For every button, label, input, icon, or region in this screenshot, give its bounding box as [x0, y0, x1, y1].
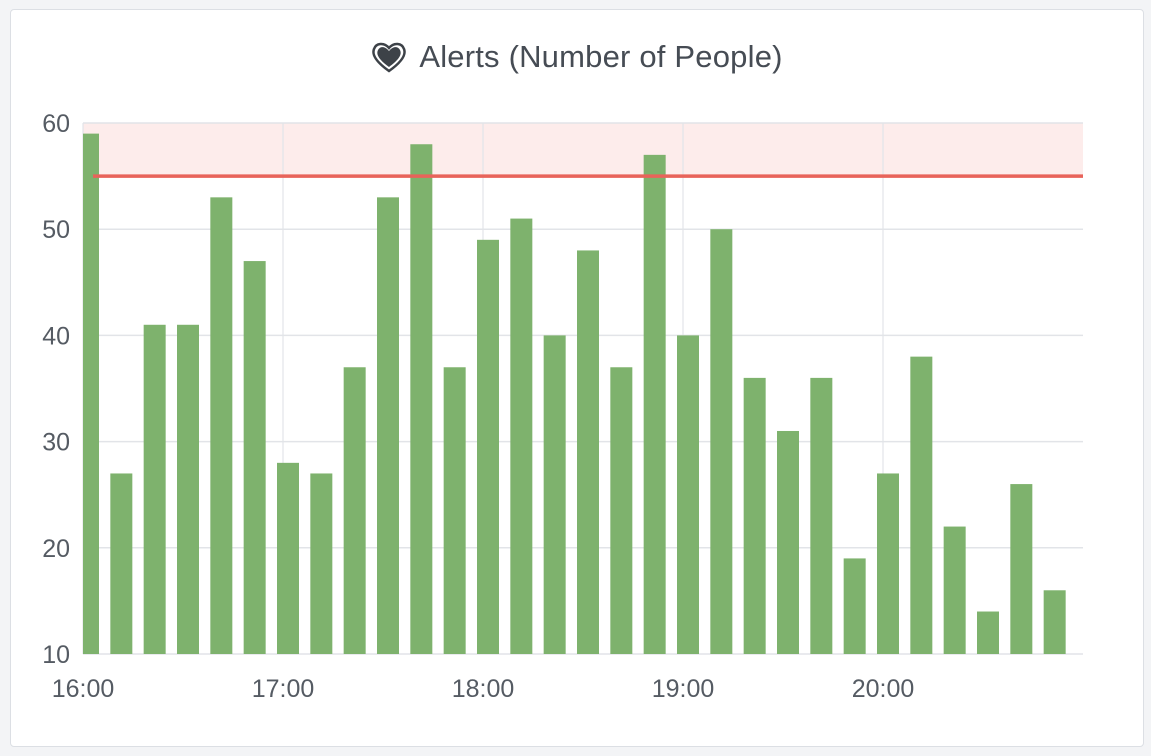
bar	[910, 356, 933, 654]
bar	[210, 197, 233, 654]
bar	[83, 133, 99, 654]
bar	[810, 377, 833, 654]
bar	[510, 218, 533, 654]
y-tick-label: 60	[42, 110, 70, 138]
bar	[743, 377, 766, 654]
x-tick-label: 19:00	[652, 675, 715, 703]
bar	[610, 367, 633, 654]
x-tick-label: 18:00	[452, 675, 515, 703]
heart-icon	[372, 42, 407, 73]
bar	[410, 144, 433, 655]
panel-header[interactable]: Alerts (Number of People)	[11, 32, 1143, 82]
bar	[443, 367, 466, 654]
bar	[377, 197, 399, 654]
x-tick-label: 20:00	[852, 675, 915, 703]
bar	[677, 335, 699, 654]
bar	[1043, 590, 1066, 654]
bar	[1010, 484, 1033, 654]
bar	[543, 335, 566, 654]
bar	[343, 367, 366, 654]
x-tick-label: 17:00	[252, 675, 315, 703]
bar	[177, 324, 199, 654]
bar	[277, 462, 299, 654]
bar	[310, 473, 333, 654]
bar	[143, 324, 166, 654]
bar	[843, 558, 866, 654]
bar	[477, 239, 499, 654]
bar	[777, 430, 799, 654]
bar	[943, 526, 966, 654]
bar	[877, 473, 899, 654]
y-tick-label: 30	[42, 429, 70, 457]
bar	[110, 473, 133, 654]
y-tick-label: 10	[42, 641, 70, 669]
bar	[977, 611, 999, 654]
panel-title: Alerts (Number of People)	[419, 39, 783, 74]
y-tick-label: 50	[42, 216, 70, 244]
bar	[243, 261, 266, 654]
bar	[710, 229, 733, 654]
bar	[577, 250, 599, 654]
y-tick-label: 40	[42, 322, 70, 350]
threshold-region	[83, 123, 1083, 177]
bar	[643, 154, 666, 655]
y-tick-label: 20	[42, 535, 70, 563]
x-tick-label: 16:00	[52, 675, 115, 703]
